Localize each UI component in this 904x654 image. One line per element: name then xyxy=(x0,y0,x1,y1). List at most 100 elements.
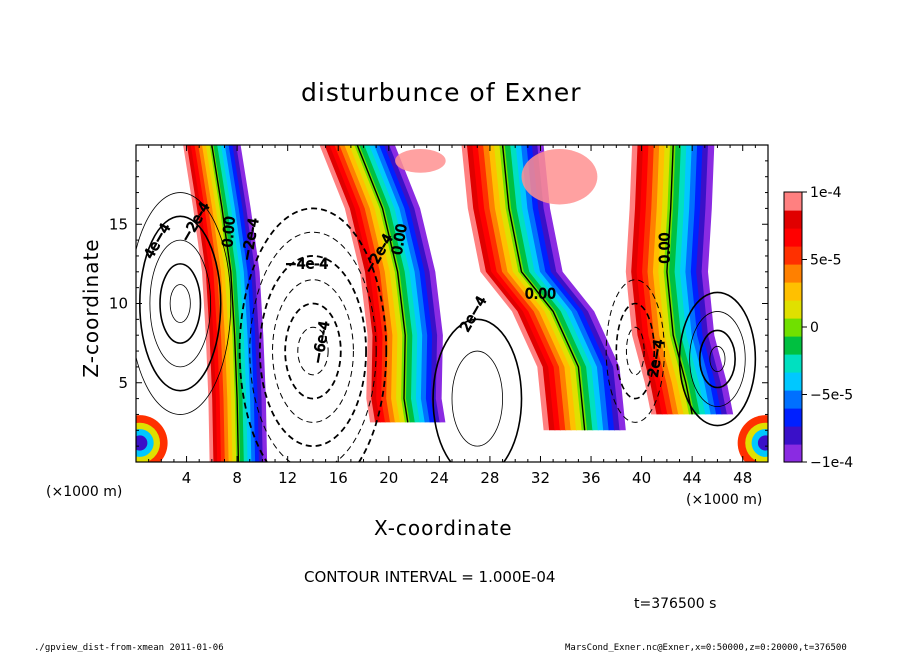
color-band xyxy=(384,145,441,423)
positive-contour xyxy=(159,263,202,344)
color-band xyxy=(374,145,431,423)
color-band xyxy=(663,145,696,415)
positive-contour xyxy=(689,311,746,407)
colorbar-swatch xyxy=(784,318,802,337)
x-tick-label: 4 xyxy=(182,469,192,487)
footer-right: MarsCond_Exner.nc@Exner,x=0:50000,z=0:20… xyxy=(565,643,847,653)
positive-contour xyxy=(451,350,503,447)
colorbar-swatch xyxy=(784,336,802,355)
y-tick-label: 15 xyxy=(109,215,128,233)
x-tick-label: 28 xyxy=(480,469,499,487)
positive-contour xyxy=(432,318,523,462)
contour-label: 0.00 xyxy=(657,232,673,263)
color-band xyxy=(669,145,701,415)
z-unit-label: (×1000 m) xyxy=(46,484,123,500)
colorbar-swatch xyxy=(784,444,802,463)
colorbar-tick-label: −1e-4 xyxy=(810,455,853,471)
y-axis-label: Z-coordinate xyxy=(79,238,103,378)
x-tick-label: 8 xyxy=(232,469,242,487)
colorbar-swatch xyxy=(784,300,802,319)
contour-label: 2e−4 xyxy=(457,294,490,335)
color-band xyxy=(674,145,707,415)
x-axis-label: X-coordinate xyxy=(374,516,513,540)
positive-plume xyxy=(395,148,446,173)
x-tick-label: 32 xyxy=(531,469,550,487)
x-tick-label: 16 xyxy=(329,469,348,487)
colorbar-tick-label: 5e-5 xyxy=(810,253,841,269)
colorbar-swatch xyxy=(784,390,802,409)
color-band xyxy=(642,145,674,415)
color-band xyxy=(680,145,712,415)
color-band xyxy=(364,145,421,423)
color-band xyxy=(349,145,406,423)
color-band xyxy=(339,145,396,423)
color-band xyxy=(329,145,386,423)
colorbar-swatch xyxy=(784,354,802,373)
colorbar-swatch xyxy=(784,264,802,283)
x-tick-label: 44 xyxy=(683,469,702,487)
negative-contour xyxy=(284,302,342,400)
color-band xyxy=(696,145,728,415)
color-band xyxy=(647,145,680,415)
color-band xyxy=(389,145,446,423)
color-band xyxy=(379,145,436,423)
color-band xyxy=(324,145,381,423)
colorbar-swatch xyxy=(784,246,802,265)
contour-label: −4e-4 xyxy=(285,257,328,273)
positive-contour xyxy=(169,284,191,323)
color-band xyxy=(690,145,723,415)
x-tick-label: 48 xyxy=(733,469,752,487)
front-2 xyxy=(319,145,446,423)
negative-contour xyxy=(605,279,665,423)
color-band xyxy=(625,145,658,415)
contour-label: 0.00 xyxy=(525,287,556,303)
colorbar-tick-label: 0 xyxy=(810,320,819,336)
colorbar-tick-label: 1e-4 xyxy=(810,185,842,201)
colorbar-swatch xyxy=(784,282,802,301)
x-tick-label: 20 xyxy=(379,469,398,487)
zero-contour xyxy=(501,145,586,431)
color-band xyxy=(359,145,416,423)
negative-contour xyxy=(297,326,329,376)
contour-label: −6e-4 xyxy=(310,320,333,365)
color-band xyxy=(319,145,376,423)
zero-contour xyxy=(211,145,240,462)
colorbar-tick-label: −5e-5 xyxy=(810,388,853,404)
color-band xyxy=(701,145,734,415)
negative-contour xyxy=(238,207,388,462)
color-band xyxy=(658,145,690,415)
chart-title: disturbunce of Exner xyxy=(301,78,582,107)
color-band xyxy=(631,145,663,415)
positive-contour xyxy=(698,329,736,389)
x-tick-label: 40 xyxy=(632,469,651,487)
colorbar-swatch xyxy=(784,408,802,427)
colorbar-swatch xyxy=(784,210,802,229)
negative-contour xyxy=(249,231,377,462)
color-band xyxy=(652,145,685,415)
negative-contour xyxy=(615,302,656,400)
contour-label: 2e−4 xyxy=(645,338,667,378)
x-tick-label: 24 xyxy=(430,469,449,487)
color-band xyxy=(685,145,717,415)
contour-label: 0.00 xyxy=(220,216,239,248)
contour-label: 0.00 xyxy=(389,223,410,256)
colorbar-swatch xyxy=(784,192,802,211)
colorbar-swatch xyxy=(784,228,802,247)
front-4 xyxy=(625,145,734,415)
zero-contour xyxy=(356,145,409,423)
color-band xyxy=(334,145,391,423)
color-band xyxy=(344,145,401,423)
color-band xyxy=(236,145,268,462)
positive-contour xyxy=(149,239,211,368)
positive-contour xyxy=(709,345,726,373)
y-tick-label: 10 xyxy=(109,295,128,313)
corner-blob xyxy=(757,435,768,451)
contour-label: 4e−4 xyxy=(141,221,174,262)
negative-contour xyxy=(625,326,645,376)
x-tick-label: 36 xyxy=(581,469,600,487)
contour-interval-text: CONTOUR INTERVAL = 1.000E-04 xyxy=(304,568,556,586)
x-unit-label: (×1000 m) xyxy=(686,492,763,508)
y-tick-label: 5 xyxy=(118,374,128,392)
colorbar-swatch xyxy=(784,372,802,391)
